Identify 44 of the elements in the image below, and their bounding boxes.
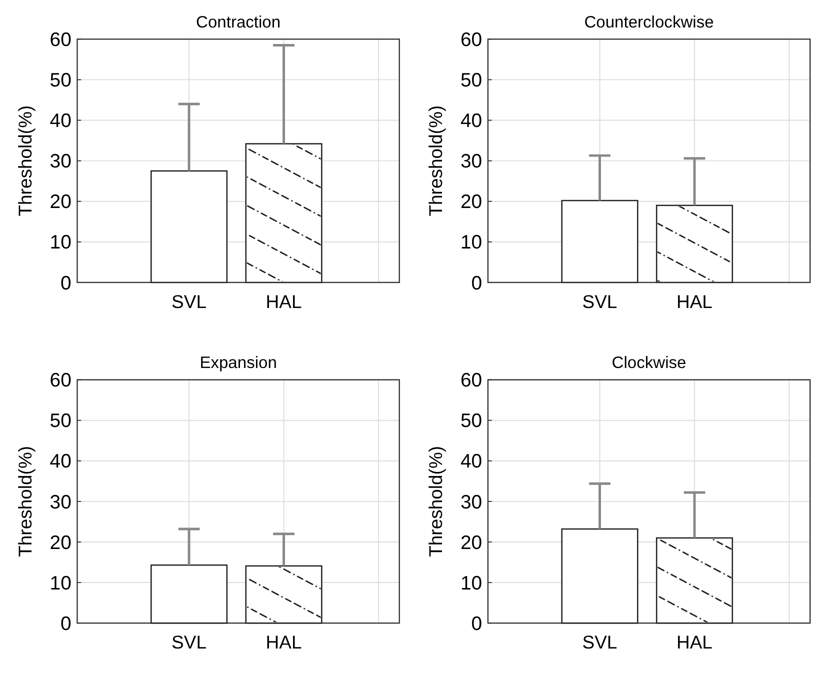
- y-tick-label: 30: [460, 150, 482, 173]
- y-tick-label: 0: [471, 612, 482, 635]
- y-tick-label: 50: [50, 410, 72, 432]
- y-tick-label: 0: [471, 272, 482, 294]
- y-axis-title: Threshold(%): [14, 446, 36, 557]
- y-tick-label: 10: [460, 232, 482, 254]
- y-tick-label: 30: [50, 491, 72, 514]
- y-axis-title: Threshold(%): [425, 446, 446, 557]
- y-tick-label: 20: [460, 191, 482, 214]
- y-tick-label: 40: [460, 110, 482, 132]
- x-tick-label: SVL: [582, 631, 618, 652]
- x-tick-label: SVL: [172, 290, 207, 312]
- y-tick-label: 20: [50, 532, 72, 554]
- y-tick-label: 40: [460, 450, 482, 473]
- y-tick-label: 20: [460, 532, 482, 554]
- chart-title: Expansion: [200, 353, 277, 372]
- y-tick-label: 30: [50, 150, 72, 173]
- y-tick-label: 60: [460, 28, 482, 51]
- y-tick-label: 60: [50, 370, 72, 392]
- x-tick-label: HAL: [676, 631, 712, 652]
- x-tick-label: SVL: [172, 631, 207, 652]
- y-tick-label: 40: [50, 110, 72, 132]
- y-tick-label: 60: [460, 370, 482, 392]
- y-tick-label: 10: [50, 232, 72, 254]
- y-tick-label: 0: [60, 272, 72, 294]
- y-tick-label: 50: [460, 70, 482, 92]
- y-axis-title: Threshold(%): [14, 105, 36, 216]
- chart-title: Clockwise: [612, 353, 686, 372]
- y-tick-label: 10: [460, 572, 482, 594]
- chart-title: Contraction: [196, 12, 281, 32]
- x-tick-label: SVL: [582, 290, 618, 312]
- y-tick-label: 0: [60, 612, 72, 635]
- y-tick-label: 40: [50, 450, 72, 473]
- x-tick-label: HAL: [676, 290, 712, 312]
- y-tick-label: 20: [50, 191, 72, 214]
- y-tick-label: 30: [460, 491, 482, 514]
- y-tick-label: 60: [50, 28, 72, 51]
- y-tick-label: 50: [460, 410, 482, 432]
- y-axis-title: Threshold(%): [425, 105, 446, 216]
- y-tick-label: 50: [50, 70, 72, 92]
- chart-title: Counterclockwise: [584, 12, 714, 32]
- x-tick-label: HAL: [266, 290, 302, 312]
- x-tick-label: HAL: [266, 631, 302, 652]
- y-tick-label: 10: [50, 572, 72, 594]
